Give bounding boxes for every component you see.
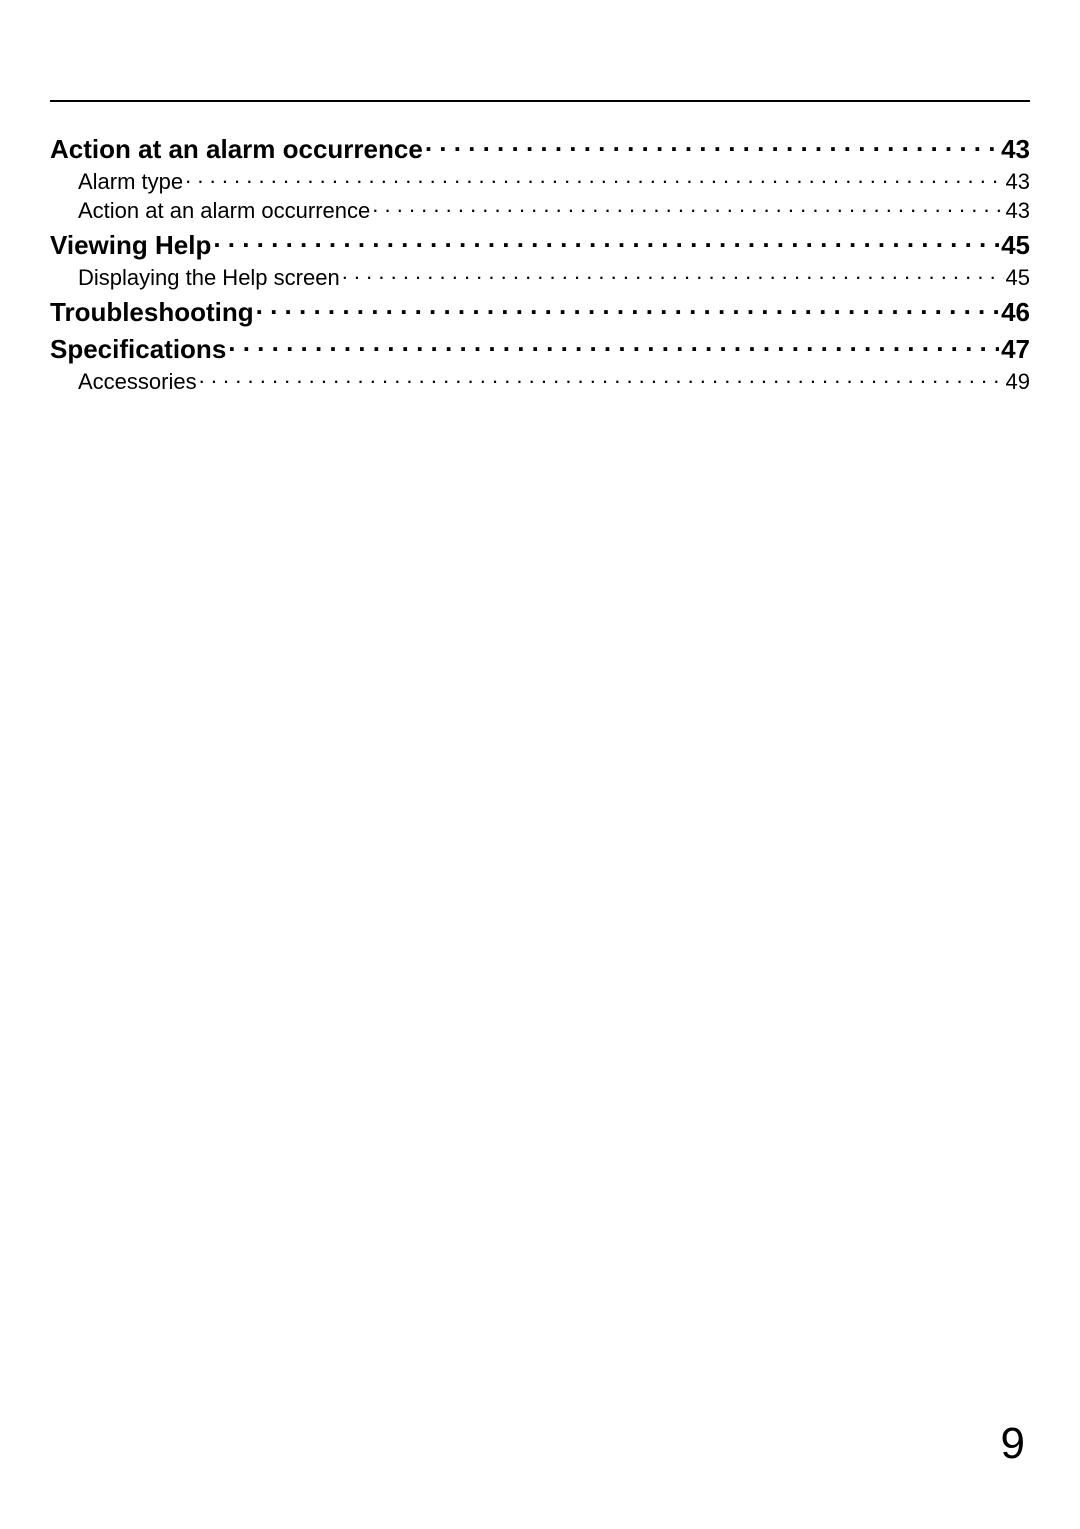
toc-entry-title: Specifications xyxy=(50,334,226,365)
toc-entry: Alarm type 43 xyxy=(50,167,1030,195)
toc-entry: Accessories 49 xyxy=(50,367,1030,395)
toc-leader-dots xyxy=(372,196,1003,218)
header-rule xyxy=(50,100,1030,102)
toc-entry: Action at an alarm occurrence 43 xyxy=(50,132,1030,165)
page-number: 9 xyxy=(1001,1419,1025,1469)
toc-entry-title: Troubleshooting xyxy=(50,297,254,328)
toc-entry-page: 43 xyxy=(1001,134,1030,165)
toc-entry: Displaying the Help screen 45 xyxy=(50,263,1030,291)
toc-entry-title: Accessories xyxy=(78,369,197,395)
toc-leader-dots xyxy=(342,263,1004,285)
toc-entry-page: 45 xyxy=(1001,230,1030,261)
toc-entry-title: Alarm type xyxy=(78,169,183,195)
toc-entry-page: 47 xyxy=(1001,334,1030,365)
toc-entry-title: Displaying the Help screen xyxy=(78,265,340,291)
page-container: Action at an alarm occurrence43Alarm typ… xyxy=(0,0,1080,1529)
toc-entry-title: Viewing Help xyxy=(50,230,211,261)
table-of-contents: Action at an alarm occurrence43Alarm typ… xyxy=(50,132,1030,395)
toc-leader-dots xyxy=(256,295,999,321)
toc-entry: Action at an alarm occurrence 43 xyxy=(50,196,1030,224)
toc-entry-page: 45 xyxy=(1006,265,1030,291)
toc-leader-dots xyxy=(199,367,1004,389)
toc-entry-page: 43 xyxy=(1006,169,1030,195)
toc-entry: Specifications 47 xyxy=(50,332,1030,365)
toc-leader-dots xyxy=(185,167,1003,189)
toc-entry-title: Action at an alarm occurrence xyxy=(50,134,423,165)
toc-entry-page: 49 xyxy=(1006,369,1030,395)
toc-leader-dots xyxy=(425,132,999,158)
toc-entry-page: 43 xyxy=(1006,198,1030,224)
toc-entry: Troubleshooting 46 xyxy=(50,295,1030,328)
toc-entry: Viewing Help 45 xyxy=(50,228,1030,261)
toc-entry-title: Action at an alarm occurrence xyxy=(78,198,370,224)
toc-leader-dots xyxy=(213,228,999,254)
toc-leader-dots xyxy=(228,332,999,358)
toc-entry-page: 46 xyxy=(1001,297,1030,328)
